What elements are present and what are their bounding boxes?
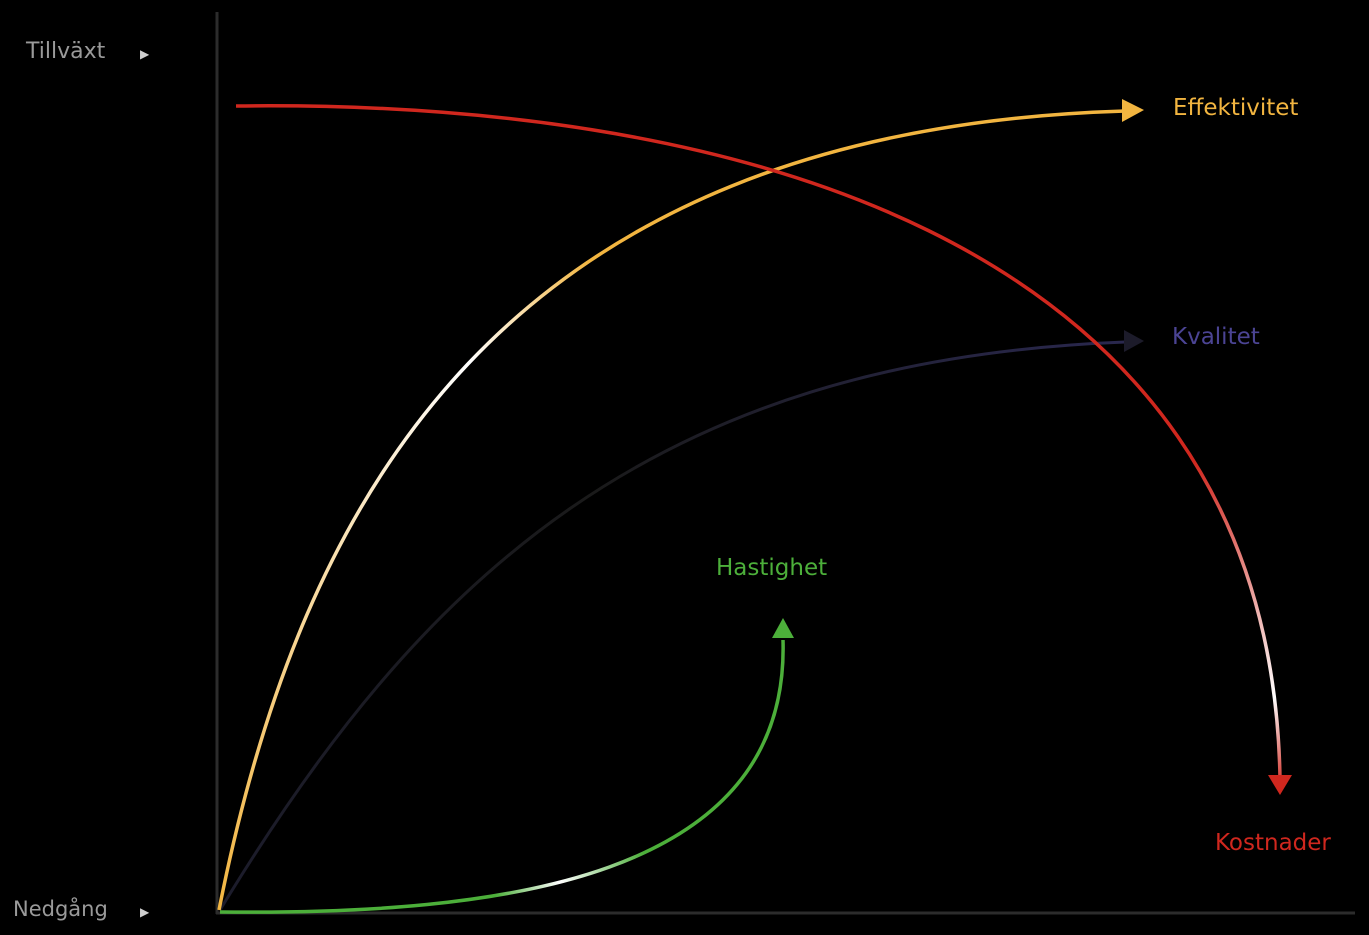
kvalitet-label: Kvalitet [1172, 324, 1260, 350]
kvalitet-curve [218, 340, 1126, 911]
effektivitet-label: Effektivitet [1173, 95, 1299, 121]
kvalitet-arrowhead [1124, 330, 1144, 352]
axis-label-top: Tillväxt [26, 39, 106, 64]
kostnader-curve [235, 104, 1282, 779]
effektivitet-arrowhead [1122, 99, 1144, 122]
kostnader-label: Kostnader [1215, 830, 1331, 856]
hastighet-arrowhead [772, 618, 794, 638]
axis-label-bottom: Nedgång [13, 897, 108, 921]
effektivitet-curve [217, 109, 1126, 911]
axis-arrow-bottom-icon: ▶ [140, 905, 150, 919]
axis-arrow-top-icon: ▶ [140, 47, 150, 61]
hastighet-label: Hastighet [716, 555, 828, 581]
hastighet-curve [219, 639, 785, 914]
kostnader-arrowhead [1268, 775, 1292, 795]
